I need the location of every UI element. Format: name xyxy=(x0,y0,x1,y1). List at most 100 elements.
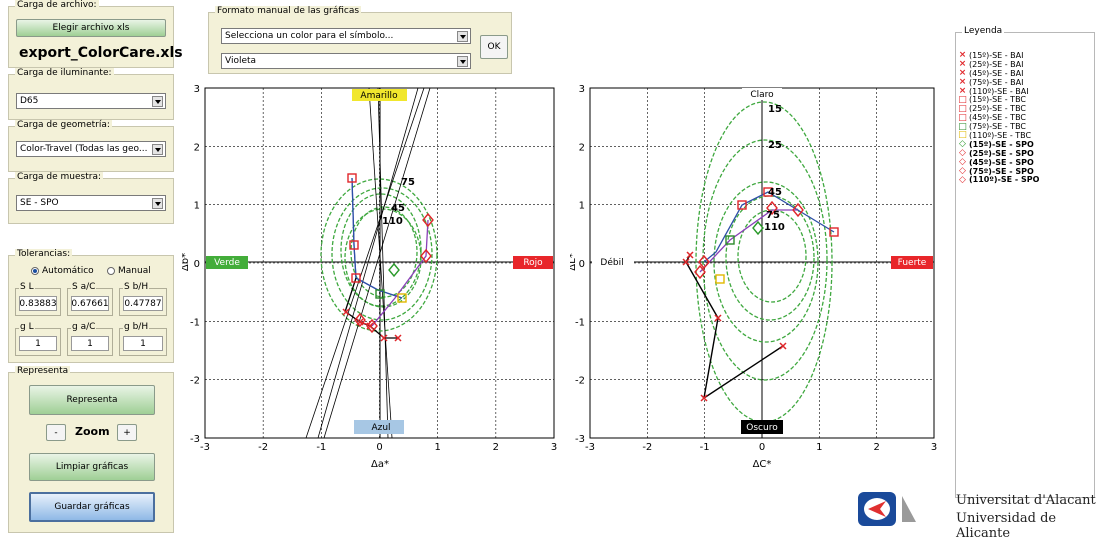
legend-marker-icon: □ xyxy=(958,94,967,105)
tick-label: 3 xyxy=(579,84,585,95)
tolerance-value[interactable]: 1 xyxy=(123,336,163,351)
ellipse-label: 45 xyxy=(768,187,782,198)
legend-marker-icon: ◇ xyxy=(959,166,966,177)
ellipse-label: 45 xyxy=(391,203,405,214)
ok-button[interactable]: OK xyxy=(480,35,508,59)
tolerance-label: g a/C xyxy=(71,322,97,332)
format-title: Formato manual de las gráficas xyxy=(215,6,362,16)
file-panel-title: Carga de archivo: xyxy=(15,0,99,10)
marker-square xyxy=(375,289,385,299)
legend-list: × (15º)-SE - BAI × (25º)-SE - BAI × (45º)-SE … xyxy=(958,50,1040,185)
series-line xyxy=(699,209,798,273)
y-axis-label: ΔL* xyxy=(570,253,578,270)
radio-automatic-label: Automático xyxy=(42,266,94,276)
choose-file-button[interactable]: Elegir archivo xls xyxy=(16,19,166,37)
tick-label: 2 xyxy=(873,442,879,453)
legend-label: (25º)-SE - TBC xyxy=(969,104,1027,114)
marker-square xyxy=(349,240,359,250)
tolerance-value[interactable]: 1 xyxy=(19,336,57,351)
zoom-out-button[interactable]: - xyxy=(46,424,66,441)
sample-select[interactable]: SE - SPO xyxy=(16,195,166,211)
radio-manual[interactable]: Manual xyxy=(107,266,151,276)
marker-x xyxy=(700,394,708,402)
tolerance-label: S b/H xyxy=(123,282,150,292)
file-panel: Carga de archivo: Elegir archivo xls exp… xyxy=(8,0,183,68)
tolerance-label: S L xyxy=(19,282,35,292)
marker-diamond xyxy=(366,318,378,334)
label-fuerte: Fuerte xyxy=(898,258,927,268)
radio-dot-icon xyxy=(31,267,39,275)
tick-label: -3 xyxy=(200,442,210,453)
data-series xyxy=(682,187,839,402)
color-select[interactable]: Violeta xyxy=(221,53,471,69)
tick-label: 1 xyxy=(579,201,585,212)
tolerance-s-ac: S a/C 0.67661 xyxy=(67,282,113,316)
tolerances-title: Tolerancias: xyxy=(15,249,73,259)
marker-diamond xyxy=(422,212,434,228)
hue-lines xyxy=(305,87,431,439)
legend-item: ◇ (25º)-SE - SPO xyxy=(958,148,1039,158)
legend-item: □ (15º)-SE - TBC xyxy=(958,94,1039,105)
sample-title: Carga de muestra: xyxy=(15,172,104,182)
data-series xyxy=(342,173,434,342)
tolerance-value[interactable]: 1 xyxy=(71,336,109,351)
tick-label: 0 xyxy=(194,259,200,270)
chevron-down-icon xyxy=(457,56,468,67)
legend-label: (110º)-SE - BAI xyxy=(969,86,1029,96)
marker-diamond xyxy=(792,202,804,218)
filename-label: export_ColorCare.xls xyxy=(19,45,183,61)
tolerance-value[interactable]: 0.47787 xyxy=(123,296,163,311)
university-logo: Universitat d'Alacant Universidad de Ali… xyxy=(858,488,1098,541)
save-plots-button[interactable]: Guardar gráficas xyxy=(29,492,155,522)
marker-diamond xyxy=(694,264,706,280)
legend-marker-icon: □ xyxy=(958,121,967,132)
tolerance-value[interactable]: 0.67661 xyxy=(71,296,109,311)
legend-label: (110º)-SE - SPO xyxy=(969,175,1040,185)
radio-automatic[interactable]: Automático xyxy=(31,266,94,276)
tick-label: 1 xyxy=(434,442,440,453)
series-line xyxy=(344,277,357,313)
marker-x xyxy=(682,258,690,266)
geometry-value: Color-Travel (Todas las geo... xyxy=(20,144,148,154)
legend-item: □ (25º)-SE - TBC xyxy=(958,104,1039,114)
geometry-title: Carga de geometría: xyxy=(15,120,112,130)
clear-plots-button[interactable]: Limpiar gráficas xyxy=(29,453,155,481)
tick-label: 1 xyxy=(194,201,200,212)
x-axis-label: ΔC* xyxy=(753,459,772,470)
marker-square xyxy=(397,293,407,303)
represent-button[interactable]: Representa xyxy=(29,385,155,415)
tolerance-g-bh: g b/H 1 xyxy=(119,322,167,356)
legend-item: × (110º)-SE - BAI xyxy=(958,86,1039,96)
sample-value: SE - SPO xyxy=(20,198,59,208)
tolerance-ellipse xyxy=(725,195,815,321)
tick-label: 2 xyxy=(493,442,499,453)
chevron-down-icon xyxy=(457,31,468,42)
legend-label: (45º)-SE - TBC xyxy=(969,113,1027,123)
tick-label: -2 xyxy=(575,376,585,387)
tick-label: -3 xyxy=(575,434,585,445)
tolerance-label: g b/H xyxy=(123,322,150,332)
marker-diamond xyxy=(354,312,366,328)
marker-x xyxy=(342,308,350,316)
zoom-label: Zoom xyxy=(75,425,110,438)
tick-label: -3 xyxy=(585,442,595,453)
legend-panel: Leyenda × (15º)-SE - BAI × (25º)-SE - BAI ×(… xyxy=(955,26,1095,498)
zoom-in-button[interactable]: + xyxy=(117,424,137,441)
label-oscuro: Oscuro xyxy=(746,423,778,433)
legend-label: (15º)-SE - BAI xyxy=(969,50,1024,60)
legend-label: (15º)-SE - TBC xyxy=(969,95,1027,105)
tolerance-value[interactable]: 0.83883 xyxy=(19,296,57,311)
illuminant-select[interactable]: D65 xyxy=(16,93,166,109)
geometry-select[interactable]: Color-Travel (Todas las geo... xyxy=(16,141,166,157)
tick-label: -1 xyxy=(190,317,200,328)
tolerance-label: S a/C xyxy=(71,282,97,292)
legend-label: (25º)-SE - BAI xyxy=(969,59,1024,69)
legend-label: (75º)-SE - SPO xyxy=(969,166,1034,176)
tolerance-g-ac: g a/C 1 xyxy=(67,322,113,356)
symbol-color-select[interactable]: Selecciona un color para el símbolo... xyxy=(221,28,471,44)
ellipse-label: 75 xyxy=(766,210,780,221)
tick-label: 3 xyxy=(931,442,937,453)
marker-diamond xyxy=(420,248,432,264)
legend-item: ◇ (110º)-SE - SPO xyxy=(958,175,1040,185)
marker-square xyxy=(763,187,773,197)
